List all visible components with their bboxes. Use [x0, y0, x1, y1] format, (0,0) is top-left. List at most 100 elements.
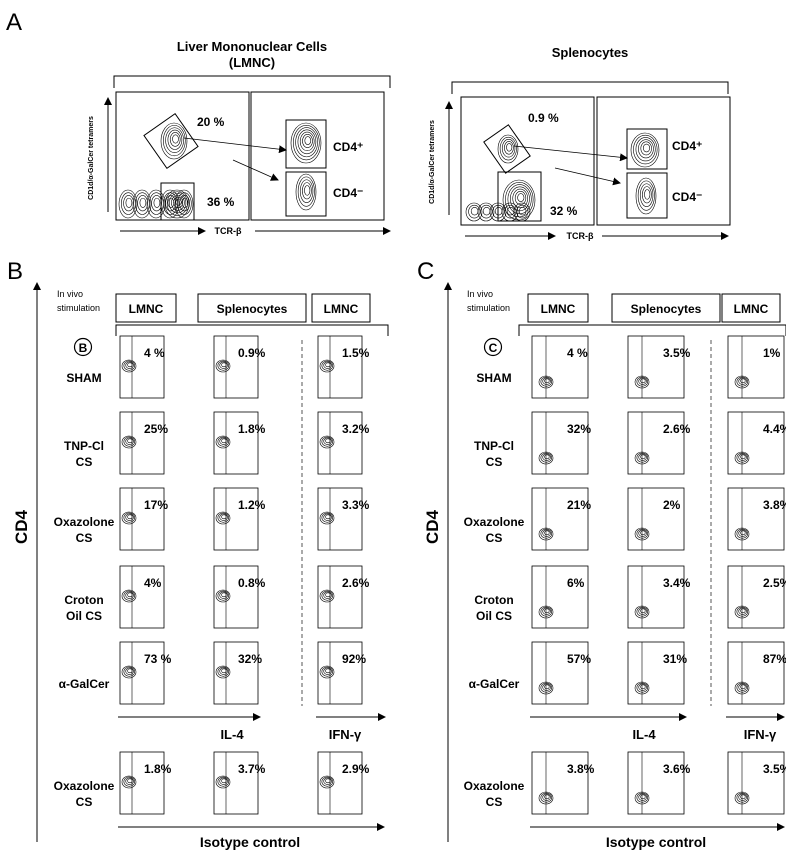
- contour-line: [127, 362, 133, 368]
- contour-line: [544, 378, 550, 384]
- panel-c-mini-plot: [727, 641, 785, 705]
- contour-line: [215, 359, 231, 373]
- contour-line: [121, 359, 137, 373]
- contour-line: [304, 136, 312, 145]
- contour-line: [636, 452, 649, 463]
- contour-line: [640, 608, 646, 614]
- panel-a-lmnc-cd4neg-gate: [285, 171, 327, 217]
- contour-line: [321, 776, 334, 787]
- contour-line: [121, 589, 137, 603]
- contour-line: [734, 605, 750, 619]
- panel-c-mini-plot: [627, 411, 685, 475]
- contour-line: [542, 793, 551, 801]
- panel-c-letter: C: [417, 258, 434, 285]
- contour-line: [740, 794, 746, 800]
- panel-c-mini-plot: [727, 487, 785, 551]
- contour-line: [480, 204, 493, 219]
- panel-a-lmnc-gate-upper: 20 %: [197, 115, 225, 129]
- panel-c-row-label: CS: [486, 795, 503, 809]
- contour-line: [217, 590, 230, 601]
- panel-a-lmnc-title-line1: Liver Mononuclear Cells: [177, 39, 327, 54]
- contour-line: [121, 775, 137, 789]
- contour-line: [538, 451, 554, 465]
- panel-b-percent: 2.6%: [342, 576, 370, 590]
- contour-line: [542, 607, 551, 615]
- panel-c-circle-letter: C: [489, 341, 498, 355]
- contour-line: [299, 131, 315, 152]
- contour-line: [325, 668, 331, 674]
- panel-a-spleno-gate-upper: 0.9 %: [528, 111, 559, 125]
- contour-line: [644, 189, 651, 200]
- contour-line: [123, 360, 136, 371]
- panel-c-mini-plot: [627, 751, 685, 815]
- contour-line: [494, 207, 503, 216]
- panel-b-mini-plot: [317, 641, 363, 705]
- contour-line: [219, 513, 228, 521]
- panel-a-lmnc-cd4pos-label: CD4⁺: [333, 140, 363, 154]
- panel-c-row-label: Oxazolone: [464, 515, 525, 529]
- contour-line: [123, 512, 136, 523]
- contour-line: [638, 683, 647, 691]
- contour-line: [638, 529, 647, 537]
- panel-c-percent: 3.5%: [663, 346, 691, 360]
- contour-line: [514, 191, 527, 205]
- panel-b-percent: 92%: [342, 652, 366, 666]
- panel-c-col-header-box: [721, 293, 781, 323]
- panel-c-row-label: TNP-Cl: [474, 439, 514, 453]
- contour-line: [146, 189, 166, 219]
- contour-line: [506, 143, 513, 152]
- panel-a-spleno-cd4pos-gate: [626, 128, 668, 170]
- contour-line: [640, 378, 646, 384]
- contour-line: [219, 667, 228, 675]
- panel-c-row-label: CS: [486, 531, 503, 545]
- panel-b-mini-plot: [213, 487, 259, 551]
- contour-line: [169, 132, 181, 147]
- contour-line: [507, 184, 532, 215]
- contour-line: [321, 436, 334, 447]
- contour-line: [634, 791, 650, 805]
- contour-line: [323, 667, 332, 675]
- contour-line: [542, 529, 551, 537]
- contour-line: [640, 530, 646, 536]
- panel-c-percent: 3.8%: [763, 498, 786, 512]
- contour-line: [174, 189, 194, 219]
- contour-line: [540, 682, 553, 693]
- contour-line: [512, 188, 528, 209]
- panel-b-col-header: LMNC: [129, 302, 164, 316]
- contour-line: [168, 193, 187, 214]
- panel-a-lmnc-tetramer-gate: [143, 113, 199, 169]
- panel-a-lmnc-bracket: [113, 75, 391, 88]
- contour-line: [470, 207, 479, 216]
- panel-c-mini-plot: [627, 565, 685, 629]
- panel-b-percent: 1.8%: [238, 422, 266, 436]
- panel-c-row-label: Oxazolone: [464, 779, 525, 793]
- contour-line: [302, 134, 313, 148]
- contour-line: [123, 436, 136, 447]
- contour-line: [221, 668, 227, 674]
- contour-line: [167, 197, 175, 208]
- panel-b-mini-plot: [213, 751, 259, 815]
- contour-line: [151, 195, 162, 212]
- contour-line: [221, 592, 227, 598]
- contour-line: [127, 514, 133, 520]
- contour-line: [540, 792, 553, 803]
- contour-line: [125, 437, 134, 445]
- contour-line: [636, 606, 649, 617]
- panel-a-spleno-x-label: TCR-β: [567, 231, 594, 241]
- panel-b-mini-plot: [317, 411, 363, 475]
- contour-line: [540, 606, 553, 617]
- contour-line: [736, 792, 749, 803]
- panel-b-row-label: SHAM: [66, 371, 101, 385]
- panel-c-percent: 21%: [567, 498, 591, 512]
- panel-c-row-label: SHAM: [476, 371, 511, 385]
- panel-b-percent: 4%: [144, 576, 162, 590]
- contour-line: [501, 138, 516, 158]
- panel-c-circle-badge: [483, 337, 503, 357]
- panel-b-mini-plot: [317, 487, 363, 551]
- contour-line: [544, 684, 550, 690]
- contour-line: [630, 132, 660, 168]
- panel-c-cd4-label: CD4: [423, 509, 442, 544]
- panel-b-percent: 1.2%: [238, 498, 266, 512]
- contour-line: [736, 376, 749, 387]
- contour-line: [538, 791, 554, 805]
